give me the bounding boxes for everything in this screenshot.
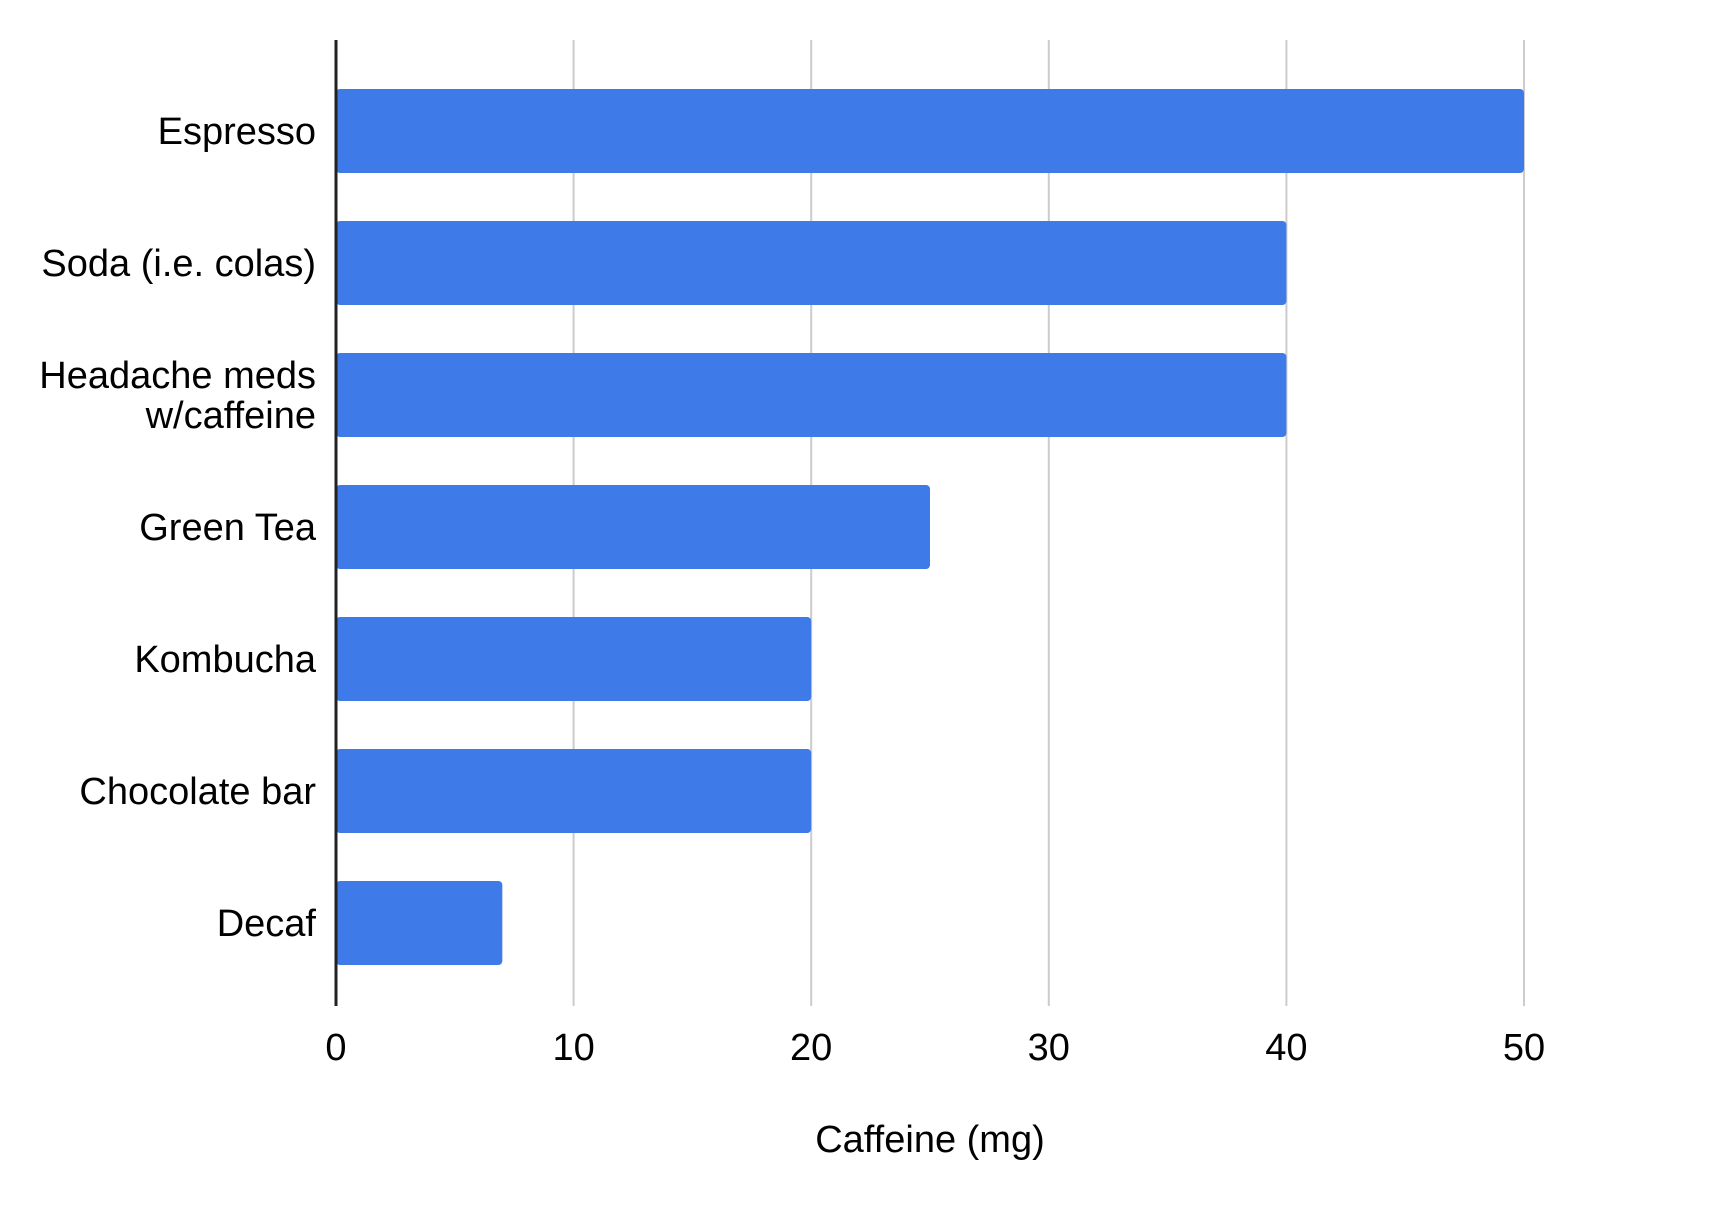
x-axis-title: Caffeine (mg)	[815, 1119, 1045, 1161]
labels: 0 10 20 30 40 50 Espresso Soda (i.e. colas) Head…	[39, 111, 1545, 1069]
x-tick-label: 40	[1265, 1027, 1307, 1069]
bar	[336, 881, 503, 965]
x-tick-label: 20	[790, 1027, 832, 1069]
category-label: Chocolate bar	[79, 771, 316, 813]
category-label: Espresso	[158, 111, 316, 153]
category-label: Green Tea	[139, 507, 317, 549]
category-label: Soda (i.e. colas)	[41, 243, 316, 285]
x-tick-label: 0	[325, 1027, 346, 1069]
grid-lines	[572, 40, 1525, 1006]
bars	[336, 89, 1524, 965]
category-label: Headache meds w/caffeine	[39, 355, 316, 437]
bar	[336, 617, 812, 701]
bar	[336, 89, 1524, 173]
bar	[336, 485, 930, 569]
x-tick-label: 10	[552, 1027, 594, 1069]
bar	[336, 221, 1287, 305]
x-tick-label: 50	[1503, 1027, 1545, 1069]
bar	[336, 749, 812, 833]
category-label: Decaf	[217, 903, 317, 945]
x-tick-label: 30	[1028, 1027, 1070, 1069]
category-label: Kombucha	[134, 639, 317, 681]
bar	[336, 353, 1287, 437]
